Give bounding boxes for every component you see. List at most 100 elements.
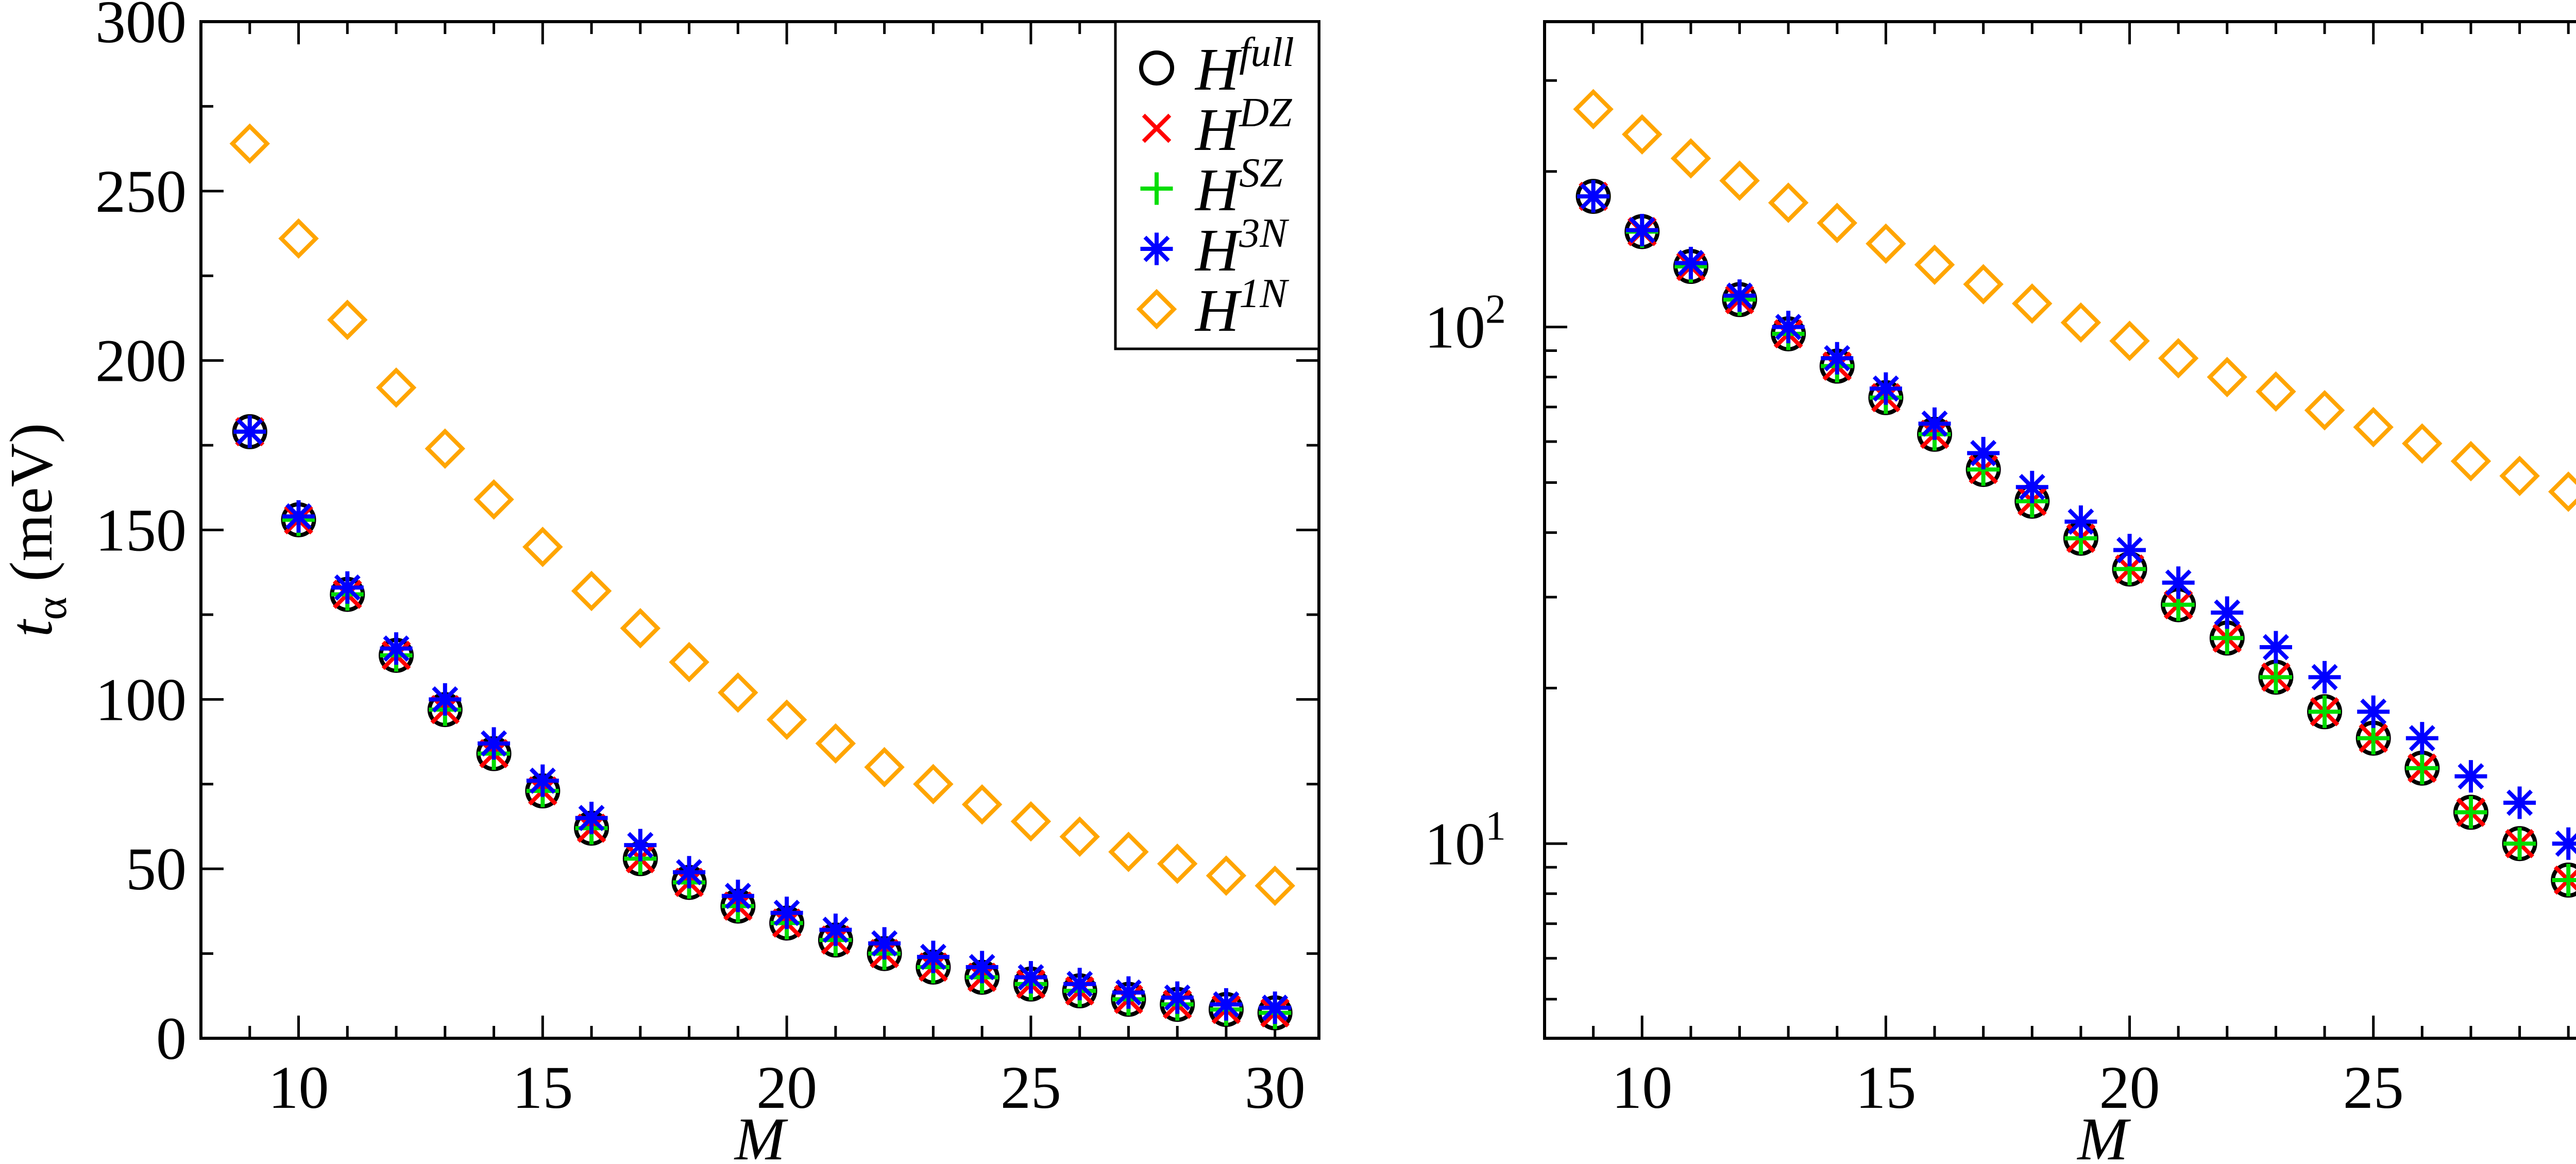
data-point-1N — [1059, 816, 1100, 857]
plus-mark — [2308, 695, 2341, 728]
diamond-mark — [327, 299, 368, 341]
plus-mark — [2503, 827, 2536, 860]
y-tick-label: 102 — [1425, 287, 1506, 361]
data-point-1N — [229, 123, 270, 164]
data-point-3N — [2113, 534, 2146, 567]
diamond-mark — [2304, 390, 2345, 431]
y-tick-exponent: 1 — [1485, 803, 1506, 849]
data-point-SZ — [2503, 827, 2536, 860]
data-point-3N — [526, 764, 559, 797]
star-mark — [624, 829, 657, 862]
diamond-mark — [1768, 182, 1809, 223]
x-tick-label: 20 — [756, 1054, 817, 1121]
legend-label-superscript: 1N — [1239, 271, 1290, 316]
star-mark — [478, 727, 511, 760]
diamond-mark — [2548, 471, 2576, 512]
star-mark — [1161, 981, 1194, 1014]
data-point-3N — [233, 415, 266, 448]
diamond-mark — [522, 527, 563, 567]
data-point-SZ — [2454, 796, 2487, 829]
data-point-3N — [1869, 372, 1902, 405]
data-point-1N — [1622, 114, 1663, 155]
data-point-1N — [376, 367, 417, 408]
legend-label-superscript: SZ — [1239, 150, 1283, 196]
star-mark — [1063, 968, 1096, 1001]
data-point-3N — [1723, 279, 1756, 312]
y-axis-label-symbol: t — [0, 618, 65, 637]
data-point-3N — [1577, 180, 1610, 213]
right-panel: 1015202530101102M — [1425, 20, 2576, 1164]
data-point-3N — [1210, 988, 1243, 1021]
plus-mark — [2454, 796, 2487, 829]
x-mark — [1142, 113, 1172, 143]
data-point-1N — [473, 479, 514, 520]
diamond-mark — [2109, 320, 2150, 361]
data-point-3N — [2015, 470, 2048, 503]
star-mark — [2162, 566, 2195, 599]
data-point-3N — [2259, 631, 2292, 664]
data-point-3N — [1821, 342, 1854, 375]
y-axis-label: tα (meV) — [0, 423, 76, 637]
data-point-1N — [2304, 390, 2345, 431]
diamond-mark — [473, 479, 514, 520]
legend-marker-3N — [1140, 232, 1173, 265]
star-mark — [1723, 279, 1756, 312]
data-point-1N — [2548, 471, 2576, 512]
data-point-3N — [2454, 760, 2487, 793]
legend-label-base: H — [1194, 36, 1242, 103]
star-mark — [2211, 596, 2244, 629]
data-point-1N — [2012, 283, 2053, 324]
y-axis-label-subscript: α — [26, 597, 76, 620]
data-point-1N — [1573, 89, 1614, 130]
legend-label: HSZ — [1194, 150, 1283, 224]
y-tick-label: 101 — [1425, 803, 1506, 878]
data-point-SZ — [2259, 661, 2292, 694]
y-tick-label: 200 — [95, 327, 187, 395]
data-point-1N — [2158, 338, 2199, 379]
data-point-3N — [917, 940, 950, 973]
diamond-mark — [815, 723, 856, 764]
data-point-3N — [868, 927, 901, 960]
data-point-1N — [1010, 801, 1052, 842]
diamond-mark — [1622, 114, 1663, 155]
data-point-3N — [1161, 981, 1194, 1014]
data-point-3N — [429, 683, 462, 716]
data-point-1N — [961, 784, 1003, 825]
data-point-SZ — [2308, 695, 2341, 728]
star-mark — [233, 415, 266, 448]
y-tick-base: 10 — [1425, 294, 1485, 361]
x-tick-label: 25 — [2343, 1054, 2404, 1121]
data-point-1N — [522, 527, 563, 567]
diamond-mark — [1914, 244, 1955, 285]
data-point-3N — [331, 571, 364, 604]
data-point-3N — [1259, 991, 1292, 1024]
data-point-3N — [1625, 214, 1658, 247]
star-mark — [2064, 505, 2097, 538]
data-point-SZ — [2405, 752, 2438, 785]
x-tick-label: 20 — [2099, 1054, 2160, 1121]
star-mark — [1821, 342, 1854, 375]
diamond-mark — [766, 699, 807, 740]
star-mark — [2454, 760, 2487, 793]
legend-label: Hfull — [1194, 30, 1294, 103]
star-mark — [770, 897, 803, 930]
y-tick-exponent: 2 — [1485, 287, 1506, 332]
plus-mark — [2259, 661, 2292, 694]
data-point-3N — [770, 897, 803, 930]
star-mark — [575, 802, 608, 835]
diamond-mark — [2450, 441, 2492, 482]
legend-label-superscript: DZ — [1239, 90, 1293, 136]
data-point-1N — [913, 764, 954, 805]
y-axis-label-space — [0, 582, 65, 597]
data-point-3N — [2308, 661, 2341, 694]
data-point-3N — [2211, 596, 2244, 629]
star-mark — [380, 632, 413, 665]
data-point-3N — [819, 914, 852, 947]
star-mark — [1577, 180, 1610, 213]
x-tick-label: 15 — [512, 1054, 573, 1121]
data-point-3N — [1063, 968, 1096, 1001]
star-mark — [1625, 214, 1658, 247]
star-mark — [1112, 976, 1145, 1009]
